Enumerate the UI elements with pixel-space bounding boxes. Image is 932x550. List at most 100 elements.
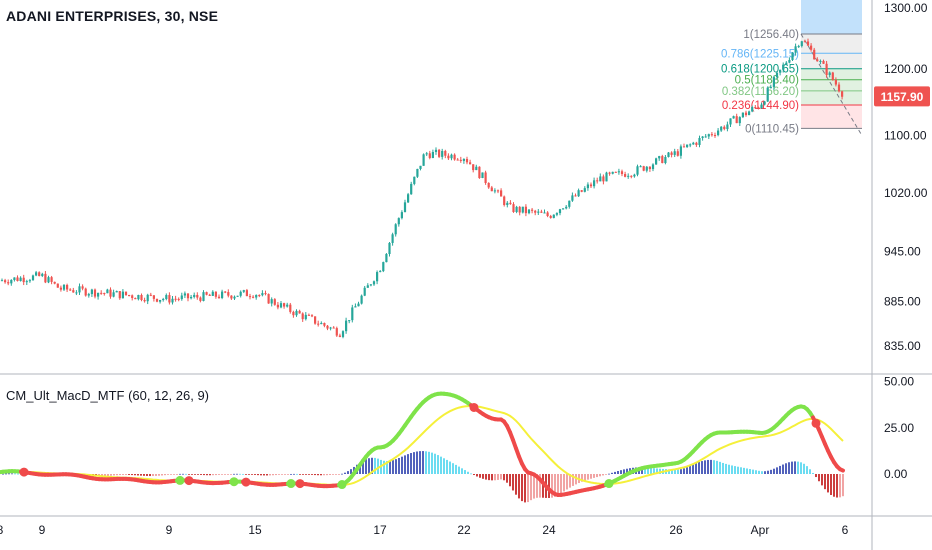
candle [230, 295, 233, 299]
candle [636, 166, 639, 175]
histogram-bar [653, 468, 655, 474]
histogram-bar [266, 474, 268, 476]
candle [580, 190, 583, 192]
candle [75, 292, 78, 294]
histogram-bar [182, 473, 184, 475]
candle [692, 142, 695, 145]
cross-dot [295, 479, 305, 489]
histogram-bar [299, 474, 301, 475]
fib-level-label: 0.382(1166.20) [722, 86, 799, 98]
histogram-bar [401, 456, 403, 474]
histogram-bar [812, 472, 814, 474]
candle [323, 323, 326, 326]
histogram-bar [521, 474, 523, 502]
histogram-bar [191, 474, 193, 475]
candle [310, 315, 314, 317]
candle [726, 124, 729, 130]
candle [180, 295, 183, 300]
candle [162, 299, 165, 301]
histogram-bar [821, 474, 823, 486]
candle [177, 298, 180, 300]
histogram-bar [659, 468, 661, 474]
histogram-bar [302, 474, 304, 475]
candle [205, 292, 208, 295]
price-axis-tick: 885.00 [884, 295, 921, 309]
histogram-bar [791, 461, 793, 474]
histogram-bar [197, 474, 199, 475]
candle [236, 295, 239, 297]
fib-level-label: 1(1256.40) [743, 29, 799, 41]
histogram-bar [602, 474, 604, 476]
candle [214, 291, 217, 297]
histogram-bar [179, 473, 181, 475]
candle [115, 291, 118, 293]
histogram-bar [488, 474, 490, 481]
histogram-bar [431, 452, 433, 474]
histogram-bar [209, 474, 211, 476]
candle [645, 166, 648, 171]
chart-title: ADANI ENTERPRISES, 30, NSE [6, 8, 219, 24]
candle [803, 41, 806, 43]
candle [360, 295, 363, 304]
histogram-bar [308, 474, 310, 475]
candle [267, 294, 270, 304]
candle [651, 164, 655, 170]
candle [723, 126, 726, 130]
macd-line-segment [838, 467, 845, 473]
histogram-bar [779, 465, 781, 474]
candle [124, 291, 128, 296]
candle [493, 190, 496, 192]
histogram-bar [476, 474, 478, 477]
candle [428, 153, 431, 158]
candle [782, 64, 785, 70]
histogram-bar [206, 474, 208, 476]
candle [379, 271, 382, 273]
histogram-bar [119, 474, 121, 476]
candle [633, 174, 636, 177]
fib-zone [801, 68, 862, 80]
price-axis-tick: 1020.00 [884, 186, 928, 200]
histogram-bar [563, 474, 565, 492]
candle [589, 184, 593, 187]
candle [673, 151, 676, 155]
candle [376, 272, 379, 282]
candle [837, 84, 841, 92]
candle [500, 190, 503, 197]
candle [661, 156, 664, 164]
candle [78, 286, 81, 293]
candle [785, 62, 788, 65]
price-axis-tick: 1200.00 [884, 62, 928, 76]
fib-zone [801, 90, 862, 106]
candle [314, 316, 317, 324]
histogram-bar [494, 474, 496, 481]
histogram-bar [425, 451, 427, 474]
candle [741, 112, 744, 118]
histogram-bar [2, 473, 4, 475]
candle [735, 116, 738, 124]
histogram-bar [347, 471, 349, 474]
candle [304, 314, 307, 320]
candle [47, 277, 50, 283]
histogram-bar [245, 474, 247, 475]
histogram-bar [623, 469, 625, 474]
candle [19, 277, 22, 282]
histogram-bar [761, 471, 763, 474]
candle [841, 91, 844, 97]
candle [568, 200, 571, 207]
histogram-bar [464, 470, 466, 474]
histogram-bar [785, 463, 787, 474]
candle [555, 213, 558, 215]
candle [779, 69, 782, 73]
candle [62, 284, 66, 290]
histogram-bar [716, 460, 718, 474]
candle [447, 155, 450, 159]
candle [307, 314, 310, 316]
histogram-bar [608, 473, 610, 475]
histogram-bar [386, 461, 388, 474]
candle [159, 299, 162, 302]
histogram-bar [398, 457, 400, 474]
histogram-bar [140, 474, 142, 476]
candle [165, 295, 168, 300]
fib-zone [801, 105, 862, 129]
